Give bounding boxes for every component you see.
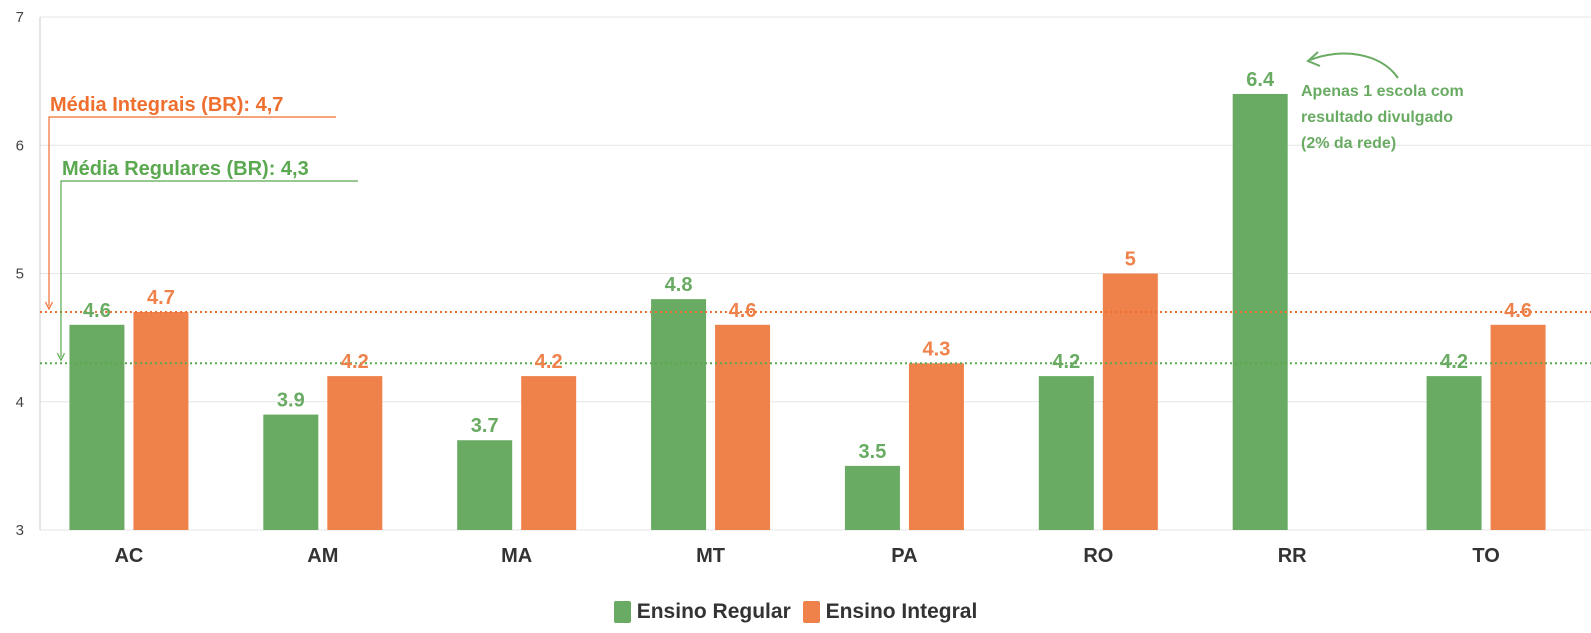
value-label: 4.2 [1440, 351, 1468, 373]
x-tick-label: PA [891, 545, 917, 567]
bar-regular-mt [651, 299, 707, 530]
bar-integral-mt [715, 324, 771, 530]
reference-lines: Média Integrais (BR): 4,7 Média Regulares… [40, 94, 1591, 365]
bars [69, 93, 1546, 530]
x-tick-label: TO [1472, 545, 1499, 567]
bar-regular-pa [844, 465, 900, 530]
value-label: 4.6 [729, 300, 757, 322]
bar-regular-ro [1038, 376, 1094, 530]
arrow-icon [44, 301, 54, 311]
reference-line-label: Média Regulares (BR): 4,3 [62, 158, 309, 180]
value-label: 4.6 [83, 300, 111, 322]
annotation-arrow [1309, 52, 1399, 79]
x-tick-label: AM [307, 545, 338, 567]
bar-regular-ma [457, 440, 513, 530]
arrow-icon [1306, 51, 1321, 67]
y-axis: 3 4 5 6 7 [16, 9, 41, 539]
x-tick-label: RO [1083, 545, 1113, 567]
gridlines [40, 16, 1591, 531]
value-label: 3.5 [859, 441, 887, 463]
bar-integral-to [1490, 324, 1546, 530]
x-tick-label: RR [1278, 545, 1307, 567]
legend-label-regular: Ensino Regular [636, 600, 791, 623]
bar-regular-to [1426, 376, 1482, 530]
value-label: 4.3 [923, 338, 951, 360]
x-tick-label: AC [114, 545, 143, 567]
value-label: 4.6 [1504, 300, 1532, 322]
value-label: 6.4 [1246, 69, 1275, 91]
x-tick-label: MT [696, 545, 725, 567]
x-axis: AC AM MA MT PA RO RR TO [114, 545, 1499, 567]
legend-label-integral: Ensino Integral [825, 600, 978, 623]
annotation-text: (2% da rede) [1301, 135, 1396, 152]
legend-swatch-regular [613, 601, 631, 623]
reference-leader-line [60, 180, 358, 358]
bar-integral-ma [521, 376, 577, 530]
value-label: 5 [1125, 249, 1136, 271]
value-label: 4.8 [665, 274, 693, 296]
y-tick-label: 6 [16, 137, 24, 154]
y-tick-label: 3 [16, 522, 24, 539]
bar-integral-ro [1102, 273, 1158, 530]
legend: Ensino Regular Ensino Integral [0, 600, 1591, 629]
annotation-text: resultado divulgado [1301, 109, 1453, 126]
value-label: 4.7 [147, 287, 175, 309]
y-tick-label: 4 [16, 394, 24, 411]
value-label: 3.9 [277, 390, 305, 412]
value-label: 4.2 [341, 351, 369, 373]
value-label: 3.7 [471, 415, 499, 437]
y-tick-label: 5 [16, 266, 24, 283]
bar-integral-pa [908, 363, 964, 530]
bar-regular-ac [69, 324, 125, 530]
bar-integral-am [327, 376, 383, 530]
annotation: Apenas 1 escola com resultado divulgado (2… [1301, 51, 1464, 152]
bar-integral-ac [133, 311, 189, 530]
value-label: 4.2 [1052, 351, 1080, 373]
x-tick-label: MA [501, 545, 532, 567]
value-label: 4.2 [535, 351, 563, 373]
reference-leader-line [48, 116, 336, 306]
legend-swatch-integral [802, 601, 820, 623]
annotation-text: Apenas 1 escola com [1301, 83, 1464, 100]
legend-item-regular: Ensino Regular [613, 600, 791, 624]
arrow-icon [56, 353, 66, 362]
bar-regular-am [263, 414, 319, 530]
legend-item-integral: Ensino Integral [802, 600, 978, 624]
y-tick-label: 7 [16, 9, 24, 26]
value-labels: 4.6 4.7 3.9 4.2 3.7 4.2 4.8 4.6 3.5 4.3 4.2 5 6.4 4.2… [83, 69, 1532, 463]
reference-line-label: Média Integrais (BR): 4,7 [50, 94, 283, 116]
